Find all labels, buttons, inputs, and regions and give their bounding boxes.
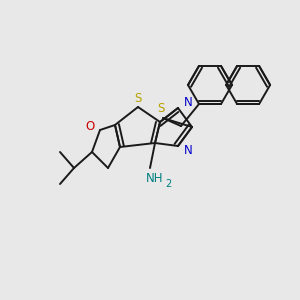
Text: NH: NH xyxy=(146,172,164,184)
Text: O: O xyxy=(85,121,94,134)
Text: S: S xyxy=(134,92,142,104)
Text: N: N xyxy=(184,97,192,110)
Text: 2: 2 xyxy=(165,179,171,189)
Text: N: N xyxy=(184,145,192,158)
Text: S: S xyxy=(157,102,165,115)
